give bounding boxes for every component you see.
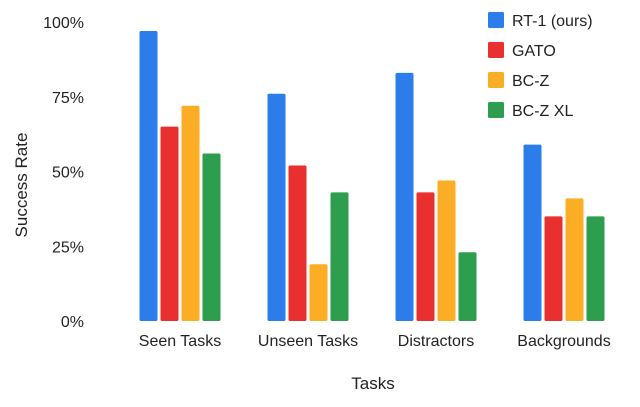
y-tick-label: 25% [52, 239, 84, 256]
bar-bc-z-backgrounds [565, 198, 584, 321]
x-tick-label: Backgrounds [517, 333, 610, 350]
bar-gato-backgrounds [544, 216, 563, 321]
legend-label: RT-1 (ours) [512, 13, 593, 30]
bar-rt-1-ours-unseen-tasks [267, 93, 286, 321]
y-axis-title: Success Rate [12, 133, 31, 238]
legend-label: GATO [512, 43, 556, 60]
y-tick-label: 0% [61, 314, 84, 331]
bar-rt-1-ours-backgrounds [523, 144, 542, 321]
legend-swatch [488, 12, 504, 28]
y-tick-label: 100% [43, 15, 84, 32]
y-tick-label: 75% [52, 90, 84, 107]
y-axis: 0% 25% 50% 75% 100% [43, 15, 84, 331]
bar-bc-z-xl-distractors [458, 252, 477, 321]
bar-rt-1-ours-distractors [395, 72, 414, 321]
x-tick-label: Seen Tasks [139, 333, 221, 350]
legend-label: BC-Z [512, 73, 550, 90]
bar-bc-z-distractors [437, 180, 456, 321]
legend-swatch [488, 72, 504, 88]
y-tick-label: 50% [52, 165, 84, 182]
legend-swatch [488, 102, 504, 118]
bar-bc-z-unseen-tasks [309, 264, 328, 321]
bar-gato-seen-tasks [160, 126, 179, 322]
x-tick-label: Unseen Tasks [258, 333, 358, 350]
legend-swatch [488, 42, 504, 58]
bar-gato-distractors [416, 192, 435, 321]
bar-rt-1-ours-seen-tasks [139, 30, 158, 321]
bar-gato-unseen-tasks [288, 165, 307, 321]
bar-bc-z-xl-seen-tasks [202, 153, 221, 321]
bar-bc-z-seen-tasks [181, 105, 200, 321]
x-tick-label: Distractors [398, 333, 474, 350]
bars [139, 30, 605, 322]
x-axis-title: Tasks [351, 374, 394, 393]
legend: RT-1 (ours) GATO BC-Z BC-Z XL [488, 12, 593, 120]
bar-bc-z-xl-backgrounds [586, 216, 605, 321]
x-axis: Seen Tasks Unseen Tasks Distractors Backgro… [139, 333, 611, 350]
bar-bc-z-xl-unseen-tasks [330, 192, 349, 321]
legend-label: BC-Z XL [512, 103, 573, 120]
